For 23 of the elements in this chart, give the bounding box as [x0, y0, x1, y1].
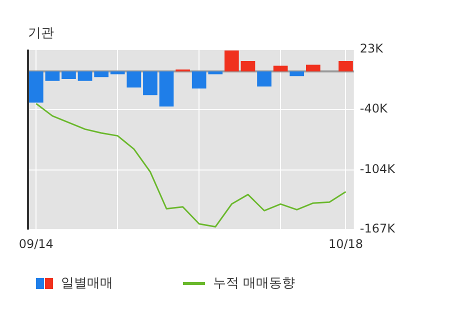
y-tick-label: -167K [360, 222, 396, 236]
bar [240, 60, 256, 72]
bar [78, 71, 92, 81]
x-tick-label: 10/18 [328, 236, 364, 251]
legend-label: 누적 매매동향 [213, 275, 296, 292]
y-tick-label: 23K [360, 42, 384, 56]
bar [143, 71, 158, 96]
bar [45, 71, 60, 81]
bar [257, 71, 272, 87]
bar [94, 71, 108, 78]
bar [62, 71, 76, 79]
chart-title: 기관 [28, 26, 54, 42]
bar [290, 71, 304, 76]
y-tick-label: -40K [360, 101, 388, 116]
bar [28, 71, 44, 103]
x-tick-label: 09/14 [18, 236, 54, 251]
y-tick-label: -104K [360, 162, 396, 176]
bar [224, 50, 239, 72]
bar [273, 66, 288, 72]
legend-label: 일별매매 [61, 275, 113, 292]
bar [338, 60, 353, 72]
bar [159, 71, 174, 106]
bar [306, 64, 320, 72]
